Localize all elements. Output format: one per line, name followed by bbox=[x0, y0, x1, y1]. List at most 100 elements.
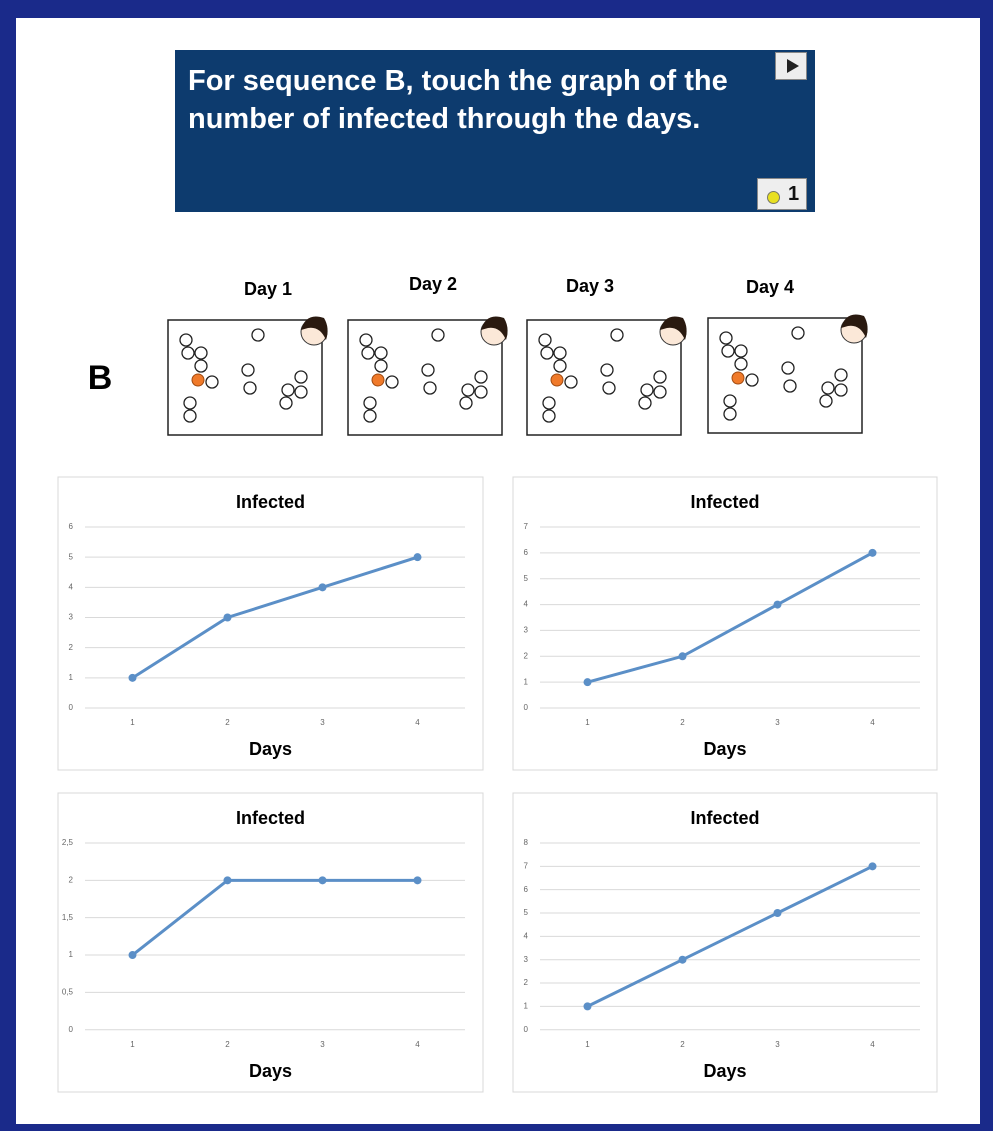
chart[interactable]: Infected Days 0 0,5 1 1,5 2 2,5 1 2 3 4 bbox=[57, 792, 484, 1093]
y-tick-label: 6 bbox=[524, 548, 529, 557]
day-scene[interactable] bbox=[167, 316, 328, 436]
chart[interactable]: Infected Days 0 1 2 3 4 5 6 7 1 2 3 4 bbox=[512, 476, 938, 771]
person bbox=[361, 346, 375, 360]
day-scene[interactable] bbox=[707, 314, 868, 434]
day-label: Day 4 bbox=[746, 277, 794, 297]
y-tick-label: 0 bbox=[524, 703, 529, 712]
x-tick-label: 1 bbox=[585, 718, 590, 727]
chart-panel bbox=[512, 476, 938, 771]
data-point bbox=[773, 600, 782, 609]
person bbox=[205, 375, 219, 389]
x-tick-label: 2 bbox=[680, 1040, 685, 1049]
person bbox=[781, 361, 795, 375]
person bbox=[431, 328, 445, 342]
data-point bbox=[583, 678, 592, 687]
person bbox=[719, 331, 733, 345]
y-tick-label: 1 bbox=[524, 677, 529, 686]
data-point bbox=[223, 876, 232, 885]
data-point bbox=[868, 862, 877, 871]
person bbox=[542, 396, 556, 410]
day-label: Day 3 bbox=[566, 276, 614, 296]
data-point bbox=[773, 909, 782, 918]
person bbox=[610, 328, 624, 342]
hair bbox=[660, 316, 687, 340]
person bbox=[723, 407, 737, 421]
x-tick-label: 2 bbox=[680, 718, 685, 727]
y-tick-label: 2 bbox=[524, 978, 529, 987]
person bbox=[540, 346, 554, 360]
person bbox=[745, 373, 759, 387]
person bbox=[294, 370, 308, 384]
x-axis-label: Days bbox=[703, 1061, 746, 1081]
chart[interactable]: Infected Days 0 1 2 3 4 5 6 1 2 3 4 bbox=[57, 476, 484, 771]
y-tick-label: 2 bbox=[69, 875, 74, 884]
y-tick-label: 0 bbox=[69, 703, 74, 712]
infected-person bbox=[371, 373, 385, 387]
infected-person bbox=[731, 371, 745, 385]
y-tick-label: 0 bbox=[69, 1025, 74, 1034]
x-tick-label: 4 bbox=[415, 718, 420, 727]
data-line bbox=[587, 551, 874, 684]
person bbox=[374, 346, 388, 360]
person bbox=[819, 394, 833, 408]
data-point bbox=[678, 955, 687, 964]
person bbox=[640, 383, 654, 397]
day-scene[interactable] bbox=[347, 316, 508, 436]
person bbox=[474, 370, 488, 384]
person bbox=[602, 381, 616, 395]
chart-title: Infected bbox=[690, 808, 759, 828]
y-tick-label: 4 bbox=[524, 600, 529, 609]
y-tick-label: 0 bbox=[524, 1025, 529, 1034]
person bbox=[359, 333, 373, 347]
x-tick-label: 3 bbox=[775, 1040, 780, 1049]
person bbox=[243, 381, 257, 395]
hair bbox=[481, 316, 508, 340]
person bbox=[553, 359, 567, 373]
data-point bbox=[128, 673, 137, 682]
x-axis-label: Days bbox=[703, 739, 746, 759]
person bbox=[374, 359, 388, 373]
person bbox=[294, 385, 308, 399]
y-tick-label: 1 bbox=[69, 673, 74, 682]
y-tick-label: 7 bbox=[524, 522, 529, 531]
data-point bbox=[868, 548, 877, 557]
data-point bbox=[223, 613, 232, 622]
person bbox=[834, 383, 848, 397]
x-tick-label: 3 bbox=[320, 718, 325, 727]
chart-title: Infected bbox=[236, 492, 305, 512]
chart[interactable]: Infected Days 0 1 2 3 4 5 6 7 8 1 2 3 4 bbox=[512, 792, 938, 1093]
y-tick-label: 2 bbox=[69, 643, 74, 652]
person bbox=[474, 385, 488, 399]
x-tick-label: 2 bbox=[225, 718, 230, 727]
x-tick-label: 1 bbox=[130, 1040, 135, 1049]
data-point bbox=[128, 951, 137, 960]
data-point bbox=[678, 652, 687, 661]
person bbox=[363, 396, 377, 410]
counter[interactable]: 1 bbox=[757, 178, 807, 210]
y-tick-label: 3 bbox=[69, 613, 74, 622]
person bbox=[423, 381, 437, 395]
x-tick-label: 1 bbox=[130, 718, 135, 727]
x-tick-label: 2 bbox=[225, 1040, 230, 1049]
person bbox=[385, 375, 399, 389]
day-scene[interactable] bbox=[526, 316, 687, 436]
chart-title: Infected bbox=[690, 492, 759, 512]
person bbox=[542, 409, 556, 423]
person bbox=[538, 333, 552, 347]
y-tick-label: 2,5 bbox=[62, 838, 74, 847]
y-tick-label: 2 bbox=[524, 651, 529, 660]
data-point bbox=[318, 583, 327, 592]
hair bbox=[841, 314, 868, 338]
person bbox=[553, 346, 567, 360]
person bbox=[600, 363, 614, 377]
y-tick-label: 1,5 bbox=[62, 913, 74, 922]
y-tick-label: 8 bbox=[524, 838, 529, 847]
data-line bbox=[131, 555, 418, 680]
x-tick-label: 4 bbox=[870, 718, 875, 727]
person bbox=[564, 375, 578, 389]
data-line bbox=[586, 864, 874, 1008]
play-button[interactable] bbox=[775, 52, 807, 80]
person bbox=[194, 359, 208, 373]
day-label: Day 1 bbox=[244, 279, 292, 299]
